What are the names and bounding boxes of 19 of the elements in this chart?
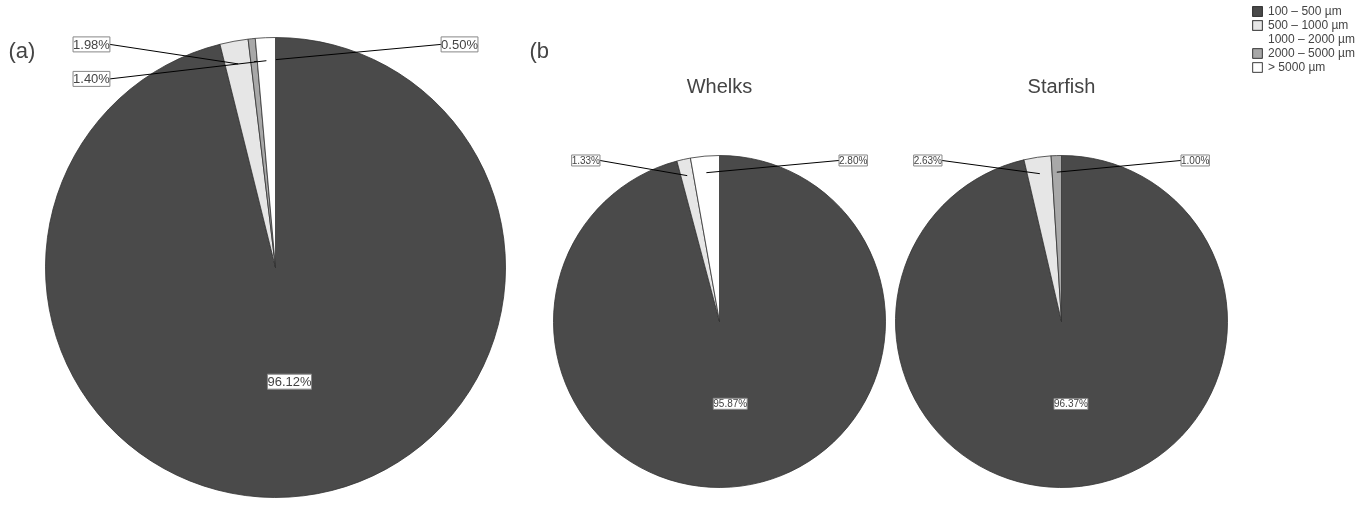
legend-label: 2000 – 5000 µm xyxy=(1268,46,1355,60)
data-label: 1.33% xyxy=(571,154,601,166)
category-label: 1000 – 2000 µm xyxy=(1268,32,1355,46)
data-label: 1.40% xyxy=(73,71,111,87)
legend-label: > 5000 µm xyxy=(1268,60,1326,74)
data-label: 96.12% xyxy=(267,374,312,390)
data-label: 96.37% xyxy=(1053,398,1089,410)
data-label: 0.50% xyxy=(441,36,479,52)
legend-label: 500 – 1000 µm xyxy=(1268,18,1349,32)
chart-title: Whelks xyxy=(686,74,753,97)
legend-label: 100 – 500 µm xyxy=(1268,4,1342,18)
text: (b xyxy=(529,38,550,63)
text: (a) xyxy=(8,38,36,63)
chart-title: Starfish xyxy=(1027,74,1096,97)
data-label: 2.63% xyxy=(913,154,943,166)
data-label: 1.00% xyxy=(1181,154,1210,166)
data-label: 95.87% xyxy=(713,398,748,410)
data-label: 2.80% xyxy=(839,154,868,166)
data-label: 1.98% xyxy=(73,36,111,52)
